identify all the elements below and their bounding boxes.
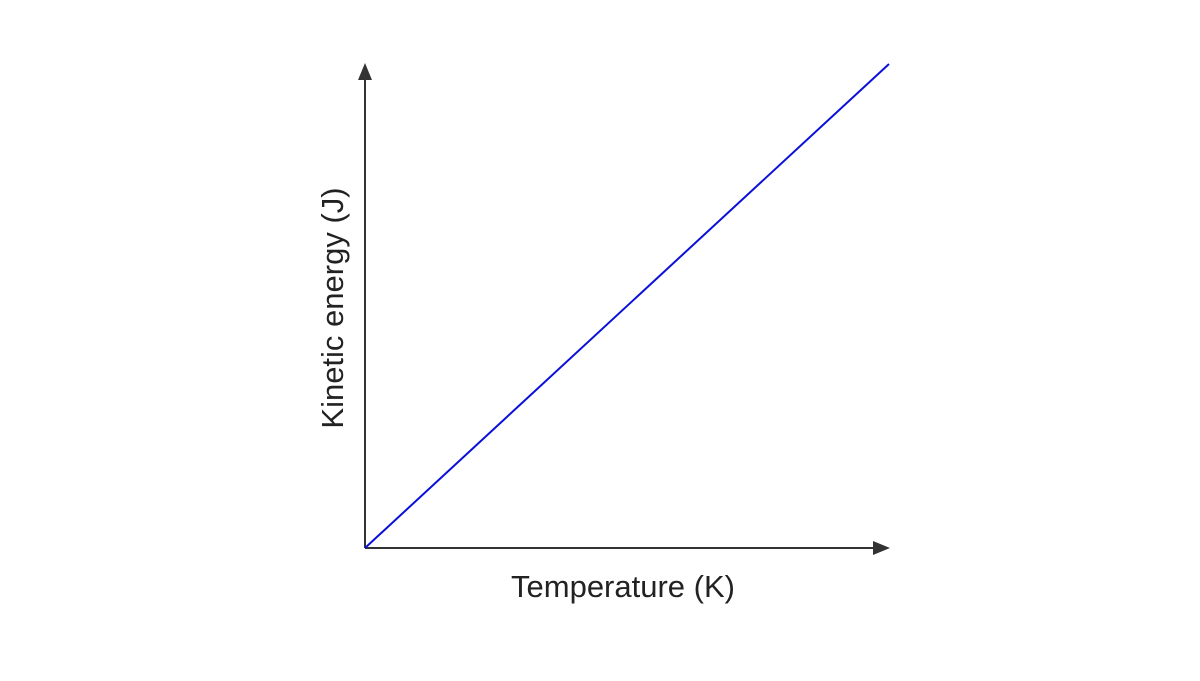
y-axis-label: Kinetic energy (J) [315, 187, 350, 428]
series-layer [364, 63, 890, 549]
x-axis-label: Temperature (K) [511, 569, 735, 604]
x-axis-arrow-icon [873, 541, 890, 555]
y-axis-arrow-icon [358, 63, 372, 80]
series-line-0 [364, 63, 890, 549]
axes-layer [358, 63, 890, 555]
